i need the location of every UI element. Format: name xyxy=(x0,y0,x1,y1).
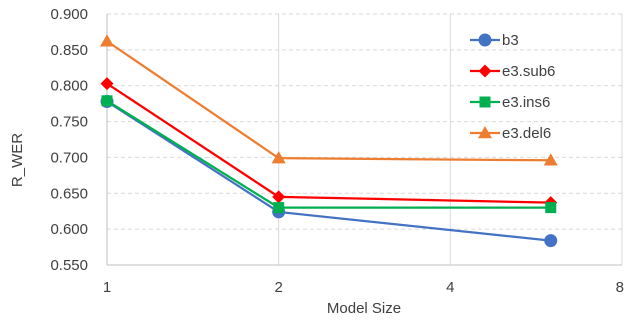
legend-label: e3.sub6 xyxy=(502,63,555,80)
series-line-e3.ins6 xyxy=(106,99,551,209)
data-point-e3.sub6 xyxy=(100,77,114,91)
y-tick-label: 0.800 xyxy=(50,78,88,95)
legend-marker-e3.sub6 xyxy=(478,64,492,78)
axes: 0.550 0.600 0.650 0.700 0.750 0.800 0.850 0.900… xyxy=(50,6,624,296)
legend-label: e3.del6 xyxy=(502,125,551,142)
x-axis-label: Model Size xyxy=(327,300,401,317)
x-tick-label: 8 xyxy=(616,279,624,296)
y-tick-label: 0.700 xyxy=(50,149,88,166)
data-point-e3.del6 xyxy=(543,153,558,166)
y-tick-label: 0.750 xyxy=(50,114,88,131)
y-tick-label: 0.650 xyxy=(50,185,88,202)
legend-label: e3.ins6 xyxy=(502,94,550,111)
y-tick-label: 0.600 xyxy=(50,221,88,238)
y-tick-label: 0.550 xyxy=(50,257,88,274)
series-markers xyxy=(100,34,558,248)
series-line-b3 xyxy=(106,100,551,242)
y-axis-label: R_WER xyxy=(9,133,26,187)
data-point-e3.del6 xyxy=(100,34,114,47)
y-tick-label: 0.900 xyxy=(50,6,88,23)
data-point-e3.ins6 xyxy=(545,202,557,214)
legend-marker-e3.del6 xyxy=(478,126,492,139)
data-point-b3 xyxy=(544,234,558,248)
legend-label: b3 xyxy=(502,32,519,49)
data-point-e3.sub6 xyxy=(272,190,286,204)
data-point-e3.ins6 xyxy=(101,95,113,107)
x-tick-label: 2 xyxy=(274,279,282,296)
data-point-e3.del6 xyxy=(271,151,286,164)
data-point-e3.ins6 xyxy=(273,202,285,214)
x-tick-label: 1 xyxy=(103,279,111,296)
y-tick-label: 0.850 xyxy=(50,42,88,59)
legend-marker-e3.ins6 xyxy=(479,96,491,108)
legend: b3 e3.sub6 e3.ins6 e3.del6 xyxy=(470,32,555,142)
grid-lines xyxy=(107,13,623,265)
legend-marker-b3 xyxy=(478,33,492,47)
x-tick-label: 4 xyxy=(446,279,454,296)
